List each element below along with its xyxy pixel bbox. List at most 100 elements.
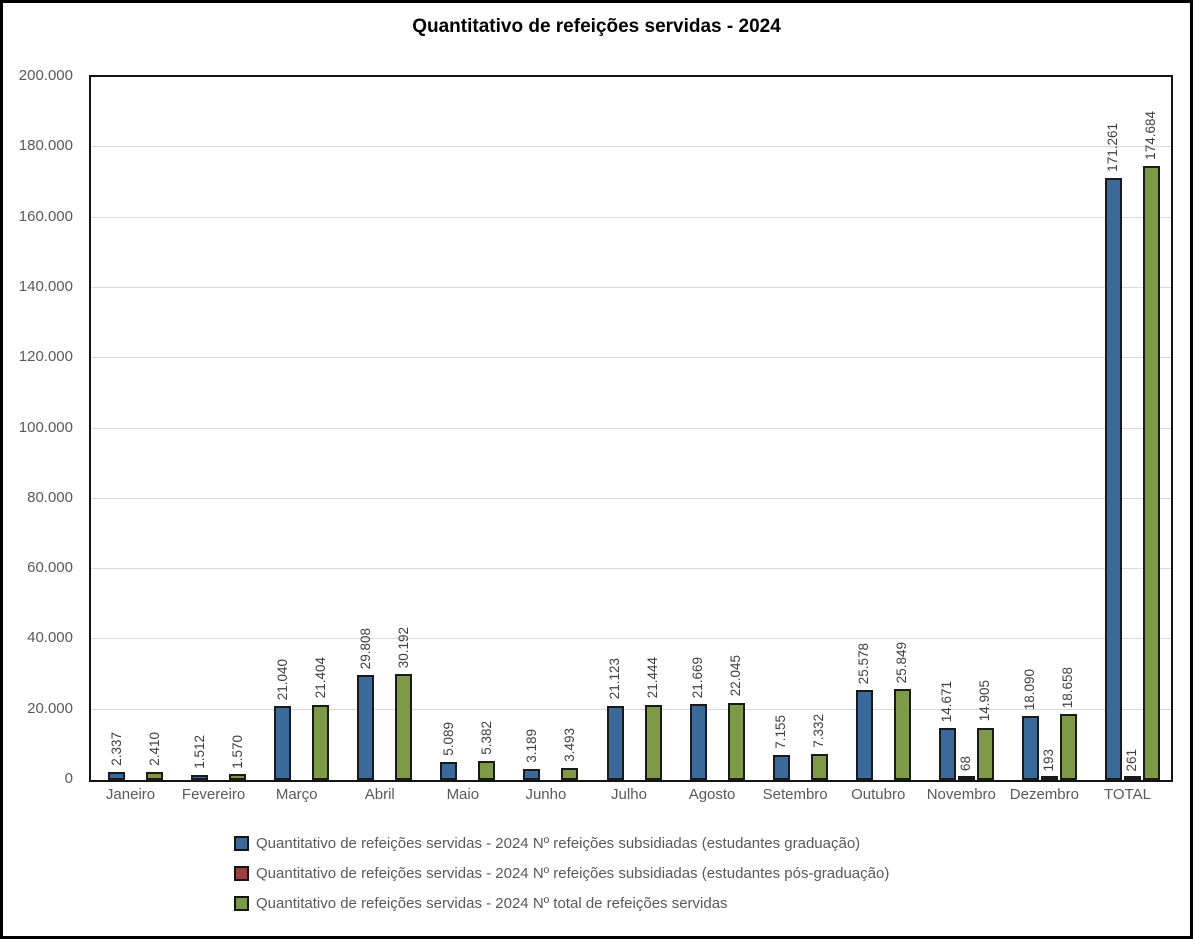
bar-total-Maio bbox=[478, 761, 496, 780]
bar-value-label: 25.578 bbox=[856, 642, 872, 685]
bar-value-label: 2.410 bbox=[146, 731, 162, 766]
x-tick-label: Maio bbox=[446, 786, 480, 803]
bar-value-label: 18.090 bbox=[1022, 669, 1038, 711]
bar-value-label: 3.189 bbox=[523, 729, 539, 763]
y-tick-label: 200.000 bbox=[18, 67, 73, 84]
bar-total-Novembro bbox=[976, 727, 994, 780]
bar-grad-Julho bbox=[606, 705, 624, 780]
gridline bbox=[91, 357, 1171, 359]
x-tick-label: Fevereiro bbox=[181, 786, 246, 803]
bar-total-Junho bbox=[561, 767, 579, 780]
bar-total-Fevereiro bbox=[229, 774, 247, 780]
bar-total-Dezembro bbox=[1059, 714, 1077, 780]
gridline bbox=[91, 286, 1171, 288]
bar-value-label: 21.404 bbox=[312, 657, 328, 699]
plot-area: 2.337 1.512 21.040 29.808 5.089 3.189 21.123 21… bbox=[89, 75, 1173, 782]
x-tick-label: Dezembro bbox=[1009, 786, 1079, 803]
x-tick-label: Outubro bbox=[851, 786, 906, 803]
x-tick-label: Janeiro bbox=[105, 786, 156, 803]
bar-value-label: 1.512 bbox=[191, 734, 207, 769]
gridline bbox=[91, 146, 1171, 148]
bar-value-label: 21.444 bbox=[645, 657, 660, 699]
bar-value-label: 14.671 bbox=[939, 681, 955, 723]
gridline bbox=[91, 216, 1171, 218]
bar-value-label: 21.669 bbox=[690, 656, 706, 698]
bar-grad-Janeiro bbox=[108, 771, 126, 780]
bar-value-label: 29.808 bbox=[357, 627, 373, 670]
gridline bbox=[91, 568, 1171, 570]
legend-item: Quantitativo de refeições servidas - 202… bbox=[234, 865, 889, 882]
bar-value-label: 3.493 bbox=[561, 727, 577, 762]
bar-value-label: 261 bbox=[1124, 748, 1140, 772]
bar-grad-Agosto bbox=[689, 703, 707, 780]
bar-grad-Fevereiro bbox=[191, 774, 209, 780]
bar-value-label: 174.684 bbox=[1143, 111, 1159, 160]
bar-value-label: 30.192 bbox=[395, 626, 411, 668]
legend: Quantitativo de refeições servidas - 202… bbox=[234, 835, 889, 912]
y-tick-label: 100.000 bbox=[18, 418, 73, 436]
y-tick-label: 20.000 bbox=[27, 699, 73, 717]
legend-item: Quantitativo de refeições servidas - 202… bbox=[234, 835, 889, 852]
bar-grad-Maio bbox=[440, 762, 458, 780]
gridline bbox=[91, 708, 1171, 710]
y-tick-label: 180.000 bbox=[18, 137, 73, 155]
bar-value-label: 14.905 bbox=[977, 680, 993, 722]
legend-marker-icon bbox=[234, 896, 249, 911]
bar-total-Agosto bbox=[727, 702, 745, 780]
bar-total-Janeiro bbox=[146, 771, 164, 780]
bar-value-label: 22.045 bbox=[728, 655, 744, 697]
bar-total-Julho bbox=[644, 704, 662, 780]
legend-label: Quantitativo de refeições servidas - 202… bbox=[256, 835, 861, 852]
y-tick-label: 60.000 bbox=[27, 559, 73, 577]
bar-grad-TOTAL bbox=[1104, 178, 1122, 780]
gridline bbox=[91, 638, 1171, 640]
y-tick-label: 80.000 bbox=[27, 488, 73, 506]
legend-label: Quantitativo de refeições servidas - 202… bbox=[256, 865, 890, 882]
bar-value-label: 2.337 bbox=[108, 732, 124, 766]
x-tick-label: Novembro bbox=[926, 786, 996, 803]
bar-grad-Dezembro bbox=[1021, 716, 1039, 780]
gridline bbox=[91, 427, 1171, 429]
legend-marker-icon bbox=[234, 866, 249, 881]
x-tick-label: Agosto bbox=[688, 786, 736, 803]
y-tick-label: 120.000 bbox=[18, 348, 73, 366]
x-axis: Janeiro Fevereiro Março Abril Maio Junho Julho… bbox=[89, 786, 1169, 810]
x-tick-label: Julho bbox=[611, 786, 647, 803]
x-tick-label: Março bbox=[275, 786, 318, 803]
bar-value-label: 68 bbox=[958, 756, 974, 772]
bar-value-label: 5.089 bbox=[440, 722, 456, 757]
legend-label: Quantitativo de refeições servidas - 202… bbox=[256, 895, 728, 912]
bar-posgrad-TOTAL bbox=[1123, 776, 1141, 780]
bar-value-label: 25.849 bbox=[894, 641, 910, 684]
bar-value-label: 171.261 bbox=[1105, 123, 1121, 173]
gridline bbox=[91, 497, 1171, 499]
x-tick-label: Setembro bbox=[762, 786, 828, 803]
bar-grad-Abril bbox=[357, 675, 375, 780]
x-tick-label: TOTAL bbox=[1103, 786, 1151, 803]
bar-value-label: 7.155 bbox=[773, 715, 789, 749]
x-tick-label: Abril bbox=[364, 786, 395, 803]
bar-value-label: 7.332 bbox=[811, 714, 827, 749]
y-tick-label: 0 bbox=[64, 770, 73, 787]
bar-grad-Junho bbox=[523, 768, 541, 780]
bar-total-Abril bbox=[395, 673, 413, 780]
chart-title: Quantitativo de refeições servidas - 202… bbox=[412, 16, 781, 37]
bar-value-label: 1.570 bbox=[229, 734, 245, 769]
y-tick-label: 40.000 bbox=[27, 629, 73, 647]
bar-value-label: 5.382 bbox=[478, 721, 494, 756]
bar-grad-Novembro bbox=[938, 728, 956, 780]
bar-total-Outubro bbox=[893, 689, 911, 780]
bar-total-TOTAL bbox=[1142, 166, 1160, 780]
bar-total-Setembro bbox=[810, 754, 828, 780]
y-tick-label: 140.000 bbox=[18, 277, 73, 295]
bar-value-label: 21.123 bbox=[607, 658, 622, 700]
bar-grad-Setembro bbox=[772, 754, 790, 780]
bar-value-label: 18.658 bbox=[1060, 667, 1076, 709]
bar-grad-Outubro bbox=[855, 690, 873, 780]
bar-total-Março bbox=[312, 704, 330, 780]
bar-posgrad-Dezembro bbox=[1040, 776, 1058, 780]
bar-grad-Março bbox=[274, 706, 292, 780]
bar-value-label: 21.040 bbox=[274, 658, 290, 701]
bar-posgrad-Novembro bbox=[957, 776, 975, 780]
